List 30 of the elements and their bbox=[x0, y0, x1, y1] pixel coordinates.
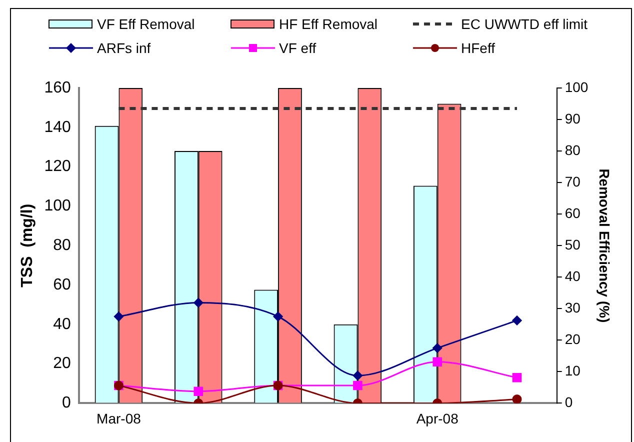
y2-tick-label: 60 bbox=[564, 204, 581, 221]
y2-tick-label: 0 bbox=[564, 394, 573, 410]
y-tick-label: 120 bbox=[44, 158, 71, 176]
x-tick-label: Apr-08 bbox=[416, 410, 459, 426]
y-tick-label: 40 bbox=[53, 316, 71, 333]
legend-label: EC UWWTD eff limit bbox=[461, 16, 588, 32]
y2-tick-label: 10 bbox=[564, 362, 581, 379]
y-tick-label: 20 bbox=[53, 355, 71, 372]
y2-tick-label: 40 bbox=[564, 268, 581, 284]
y-tick-label: 160 bbox=[44, 79, 71, 96]
y-tick-label: 60 bbox=[53, 276, 71, 294]
y2-tick-label: 70 bbox=[564, 173, 581, 190]
legend-label: HFeff bbox=[461, 40, 495, 56]
y2-tick-label: 20 bbox=[564, 331, 581, 348]
legend-label: VF Eff Removal bbox=[97, 16, 195, 32]
y-tick-label: 80 bbox=[53, 237, 71, 254]
legend-label: VF eff bbox=[279, 40, 316, 56]
y-tick-label: 140 bbox=[44, 118, 71, 136]
y2-axis-title: Removal Efficiency (%) bbox=[596, 168, 613, 323]
y2-tick-label: 50 bbox=[564, 236, 581, 252]
y-tick-label: 0 bbox=[62, 394, 71, 412]
y-tick-label: 100 bbox=[44, 198, 71, 215]
legend-label: HF Eff Removal bbox=[279, 16, 378, 32]
y-axis-title: TSS (mg/l) bbox=[19, 204, 36, 288]
x-tick-label: Mar-08 bbox=[96, 410, 142, 426]
legend-label: ARFs inf bbox=[97, 40, 151, 56]
y2-tick-label: 90 bbox=[564, 110, 581, 126]
y2-tick-label: 30 bbox=[564, 300, 581, 316]
y2-tick-label: 80 bbox=[564, 142, 581, 158]
y2-tick-label: 100 bbox=[564, 78, 588, 95]
